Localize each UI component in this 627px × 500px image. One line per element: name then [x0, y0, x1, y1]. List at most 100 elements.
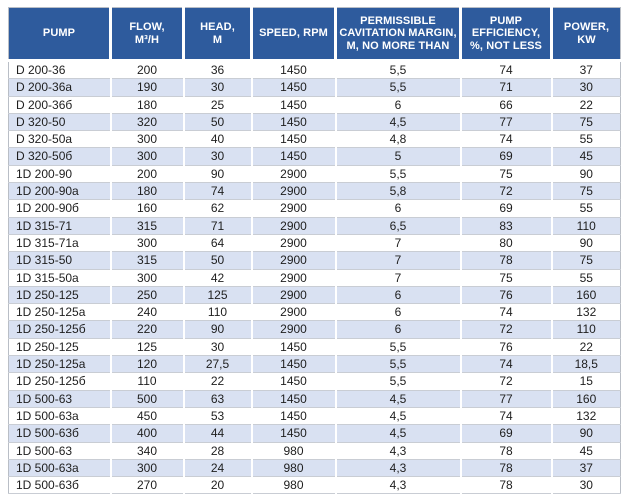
table-cell-speed: 2900 — [251, 165, 337, 184]
table-cell-cavitation: 4,5 — [335, 407, 462, 426]
table-cell-power: 75 — [551, 182, 621, 201]
table-cell-flow: 120 — [110, 355, 185, 374]
table-cell-power: 37 — [551, 60, 621, 80]
table-row: D 200-36 200 36 1450 5,5 74 37 — [8, 60, 621, 80]
table-cell-cavitation: 6 — [335, 286, 462, 305]
table-cell-efficiency: 78 — [460, 251, 553, 270]
table-cell-cavitation: 6,5 — [335, 217, 462, 235]
table-cell-speed: 1450 — [251, 424, 337, 443]
table-cell-flow: 110 — [110, 372, 185, 391]
table-cell-flow: 160 — [110, 199, 185, 218]
table-cell-power: 18,5 — [551, 355, 621, 374]
table-cell-flow: 315 — [110, 251, 185, 270]
table-cell-flow: 180 — [110, 182, 185, 201]
table-cell-power: 37 — [551, 459, 621, 478]
table-cell-flow: 125 — [110, 338, 185, 357]
table-cell-flow: 320 — [110, 113, 185, 132]
table-cell-pump: 1D 250-125a — [8, 303, 112, 322]
table-cell-pump: 1D 250-125 — [8, 286, 112, 305]
table-cell-efficiency: 74 — [460, 130, 553, 149]
table-row: 1D 500-63б 400 44 1450 4,5 69 90 — [8, 424, 621, 443]
table-cell-efficiency: 77 — [460, 390, 553, 408]
table-cell-efficiency: 74 — [460, 60, 553, 80]
table-cell-head: 30 — [183, 147, 253, 166]
table-cell-speed: 2900 — [251, 251, 337, 270]
table-cell-flow: 300 — [110, 130, 185, 149]
table-cell-power: 110 — [551, 320, 621, 339]
table-cell-head: 125 — [183, 286, 253, 305]
table-cell-head: 24 — [183, 459, 253, 478]
table-cell-efficiency: 77 — [460, 113, 553, 132]
table-cell-power: 132 — [551, 303, 621, 322]
table-cell-speed: 1450 — [251, 355, 337, 374]
table-row: 1D 500-63a 300 24 980 4,3 78 37 — [8, 459, 621, 478]
table-cell-power: 45 — [551, 442, 621, 460]
table-cell-speed: 2900 — [251, 217, 337, 235]
table-cell-efficiency: 71 — [460, 78, 553, 97]
table-row: 1D 200-90б 160 62 2900 6 69 55 — [8, 199, 621, 218]
table-cell-cavitation: 4,3 — [335, 476, 462, 495]
table-row: 1D 250-125 250 125 2900 6 76 160 — [8, 286, 621, 305]
table-cell-efficiency: 69 — [460, 147, 553, 166]
table-cell-head: 30 — [183, 338, 253, 357]
column-header-efficiency: PUMP EFFICIENCY, %, NOT LESS — [460, 7, 553, 62]
table-cell-speed: 980 — [251, 442, 337, 460]
table-cell-head: 64 — [183, 234, 253, 253]
table-cell-flow: 180 — [110, 96, 185, 114]
table-cell-pump: 1D 250-125б — [8, 372, 112, 391]
table-cell-cavitation: 6 — [335, 199, 462, 218]
table-cell-pump: 1D 315-50 — [8, 251, 112, 270]
pump-specifications-table: PUMP FLOW, M³/H HEAD, M SPEED, RPM PERMISSIB… — [8, 7, 621, 495]
table-cell-speed: 2900 — [251, 199, 337, 218]
table-cell-speed: 1450 — [251, 96, 337, 114]
table-row: 1D 500-63 500 63 1450 4,5 77 160 — [8, 390, 621, 408]
table-cell-speed: 1450 — [251, 130, 337, 149]
table-cell-head: 90 — [183, 165, 253, 184]
table-row: 1D 250-125 125 30 1450 5,5 76 22 — [8, 338, 621, 357]
table-cell-power: 160 — [551, 390, 621, 408]
table-cell-head: 36 — [183, 60, 253, 80]
table-cell-flow: 500 — [110, 390, 185, 408]
table-cell-cavitation: 7 — [335, 234, 462, 253]
table-cell-pump: 1D 250-125a — [8, 355, 112, 374]
table-cell-pump: 1D 500-63б — [8, 476, 112, 495]
table-cell-pump: 1D 250-125б — [8, 320, 112, 339]
table-row: 1D 315-50 315 50 2900 7 78 75 — [8, 251, 621, 270]
table-cell-speed: 1450 — [251, 407, 337, 426]
table-cell-pump: D 200-36a — [8, 78, 112, 97]
table-cell-efficiency: 74 — [460, 407, 553, 426]
table-cell-power: 30 — [551, 476, 621, 495]
table-cell-cavitation: 4,3 — [335, 442, 462, 460]
table-cell-power: 75 — [551, 113, 621, 132]
table-row: D 320-50 320 50 1450 4,5 77 75 — [8, 113, 621, 132]
table-cell-pump: 1D 500-63a — [8, 407, 112, 426]
table-cell-flow: 220 — [110, 320, 185, 339]
table-cell-speed: 2900 — [251, 182, 337, 201]
table-cell-efficiency: 72 — [460, 320, 553, 339]
table-row: 1D 315-71a 300 64 2900 7 80 90 — [8, 234, 621, 253]
table-row: D 320-50б 300 30 1450 5 69 45 — [8, 147, 621, 166]
table-cell-flow: 450 — [110, 407, 185, 426]
table-row: 1D 200-90 200 90 2900 5,5 75 90 — [8, 165, 621, 184]
table-cell-speed: 1450 — [251, 338, 337, 357]
table-cell-power: 55 — [551, 199, 621, 218]
table-cell-pump: 1D 315-50a — [8, 269, 112, 287]
table-cell-cavitation: 7 — [335, 269, 462, 287]
table-cell-speed: 1450 — [251, 147, 337, 166]
table-cell-efficiency: 72 — [460, 182, 553, 201]
table-cell-power: 55 — [551, 269, 621, 287]
table-header: PUMP FLOW, M³/H HEAD, M SPEED, RPM PERMISSIB… — [8, 7, 621, 62]
table-cell-head: 27,5 — [183, 355, 253, 374]
table-cell-flow: 315 — [110, 217, 185, 235]
table-cell-pump: 1D 500-63б — [8, 424, 112, 443]
table-cell-head: 25 — [183, 96, 253, 114]
table-cell-flow: 190 — [110, 78, 185, 97]
table-cell-pump: 1D 250-125 — [8, 338, 112, 357]
table-cell-cavitation: 5 — [335, 147, 462, 166]
table-row: 1D 200-90a 180 74 2900 5,8 72 75 — [8, 182, 621, 201]
table-cell-cavitation: 5,5 — [335, 372, 462, 391]
table-cell-pump: 1D 500-63 — [8, 390, 112, 408]
table-row: D 200-36б 180 25 1450 6 66 22 — [8, 96, 621, 114]
table-cell-efficiency: 80 — [460, 234, 553, 253]
